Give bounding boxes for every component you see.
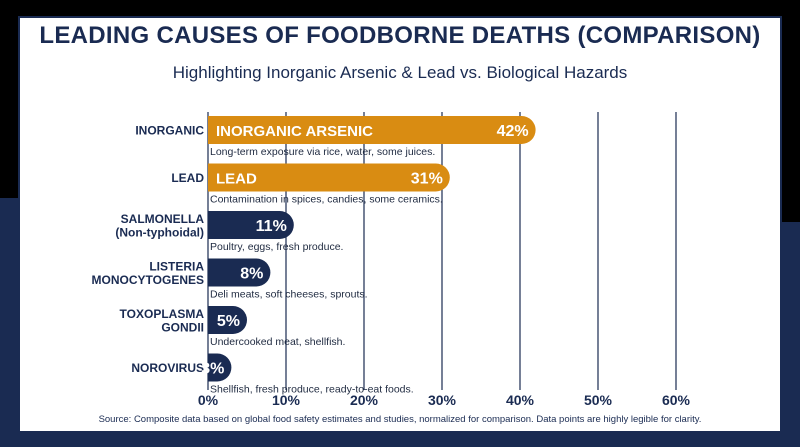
data-label: 8% bbox=[240, 266, 263, 283]
bar-annotation: Undercooked meat, shellfish. bbox=[210, 336, 345, 348]
category-label: LISTERIA bbox=[149, 259, 204, 273]
chart-card bbox=[18, 16, 782, 433]
source-note: Source: Composite data based on global f… bbox=[98, 414, 702, 425]
bar bbox=[208, 211, 294, 239]
x-tick-label: 10% bbox=[272, 392, 301, 408]
category-label: SALMONELLA bbox=[121, 212, 205, 226]
x-tick-label: 50% bbox=[584, 392, 613, 408]
category-label: (Non-typhoidal) bbox=[115, 225, 204, 239]
chart-subtitle: Highlighting Inorganic Arsenic & Lead vs… bbox=[172, 63, 628, 82]
category-label: NOROVIRUS bbox=[131, 361, 204, 375]
category-label: TOXOPLASMA bbox=[120, 307, 205, 321]
data-label: 11% bbox=[256, 218, 287, 235]
bar-annotation: Poultry, eggs, fresh produce. bbox=[210, 241, 343, 253]
bar bbox=[208, 353, 232, 382]
x-tick-label: 40% bbox=[506, 392, 535, 408]
bar-annotation: Long-term exposure via rice, water, some… bbox=[210, 146, 435, 158]
data-label: 42% bbox=[497, 123, 529, 140]
x-tick-label: 60% bbox=[662, 392, 691, 408]
chart-title: LEADING CAUSES OF FOODBORNE DEATHS (COMP… bbox=[39, 22, 761, 49]
category-label: GONDII bbox=[161, 320, 204, 334]
data-label: 3% bbox=[201, 361, 224, 378]
bar-annotation: Contamination in spices, candies, some c… bbox=[210, 194, 443, 206]
bar-annotation: Shellfish, fresh produce, ready-to-eat f… bbox=[210, 384, 414, 396]
bar bbox=[208, 116, 536, 144]
bar bbox=[208, 163, 450, 192]
bar-name-label: LEAD bbox=[216, 171, 257, 188]
bar bbox=[208, 258, 271, 287]
x-tick-label: 30% bbox=[428, 392, 457, 408]
category-label: INORGANIC bbox=[135, 124, 204, 138]
data-label: 31% bbox=[411, 171, 443, 188]
x-tick-label: 0% bbox=[198, 392, 219, 408]
x-tick-label: 20% bbox=[350, 392, 379, 408]
data-label: 5% bbox=[217, 313, 240, 330]
bar bbox=[208, 306, 247, 334]
decor-block-left bbox=[0, 198, 22, 447]
decor-block-bottom bbox=[0, 430, 800, 447]
bar-name-label: INORGANIC ARSENIC bbox=[216, 123, 373, 140]
bar-annotation: Deli meats, soft cheeses, sprouts. bbox=[210, 289, 368, 301]
category-label: LEAD bbox=[171, 171, 204, 185]
category-label: MONOCYTOGENES bbox=[92, 273, 204, 287]
